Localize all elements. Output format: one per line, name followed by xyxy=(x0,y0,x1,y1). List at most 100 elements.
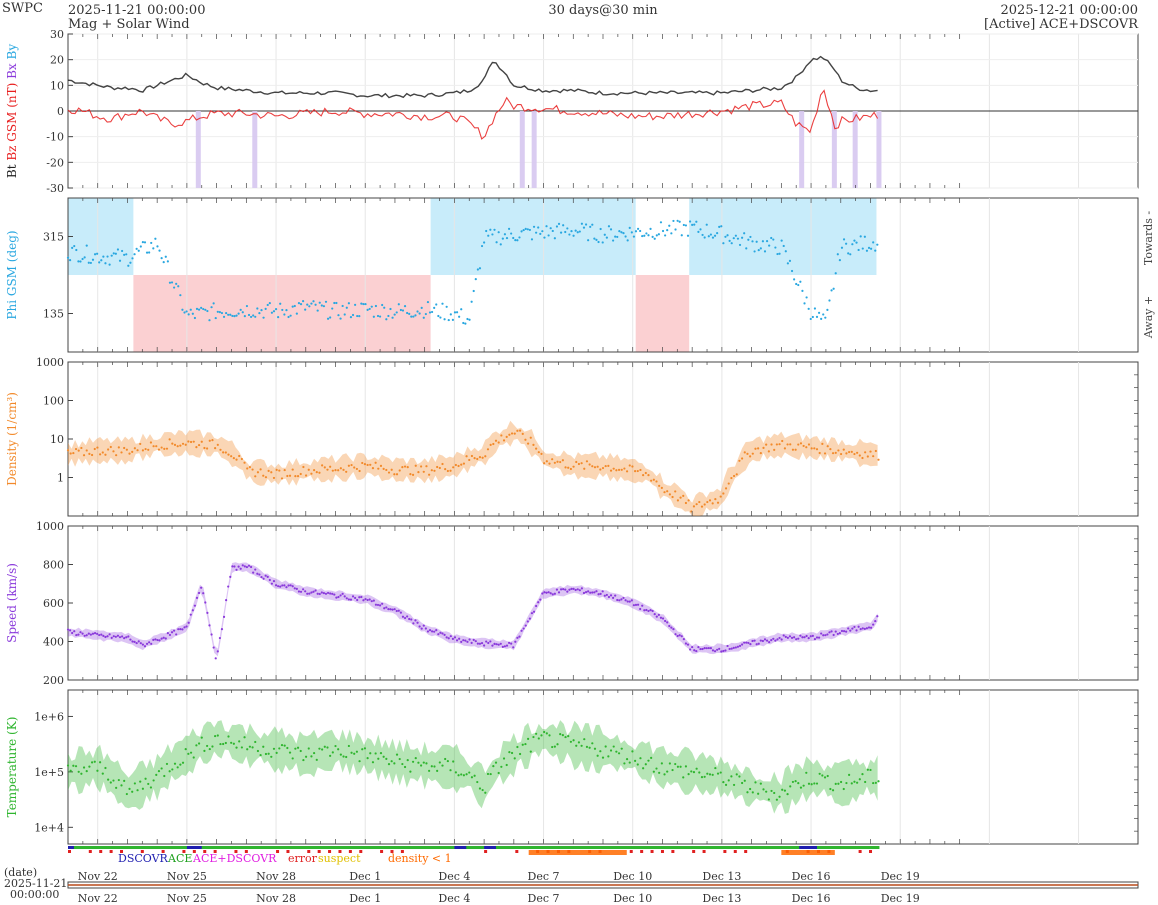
phi-point xyxy=(865,249,869,252)
phi-point xyxy=(187,313,190,316)
data-point xyxy=(644,471,647,475)
data-point xyxy=(716,501,720,504)
date-value: 2025-11-21 xyxy=(4,877,67,890)
data-point xyxy=(345,597,348,600)
phi-point xyxy=(664,234,667,237)
data-point xyxy=(343,595,346,598)
data-point xyxy=(574,588,577,592)
data-point xyxy=(283,468,286,472)
data-point xyxy=(691,645,694,649)
data-point xyxy=(747,641,750,645)
data-point xyxy=(599,468,602,471)
phi-point xyxy=(788,259,792,263)
data-point xyxy=(462,774,465,777)
data-point xyxy=(444,468,447,471)
flag-error xyxy=(515,850,519,853)
phi-point xyxy=(655,234,658,237)
phi-point xyxy=(686,234,690,237)
data-point xyxy=(422,470,425,473)
data-point xyxy=(476,780,479,784)
data-point xyxy=(751,639,754,643)
phi-point xyxy=(512,236,515,240)
data-point xyxy=(666,490,669,493)
phi-point xyxy=(670,232,673,235)
data-point xyxy=(749,643,752,646)
data-point xyxy=(528,617,531,620)
data-point xyxy=(561,733,564,737)
data-point xyxy=(310,472,313,475)
data-point xyxy=(197,591,201,595)
data-point xyxy=(233,565,236,568)
data-point xyxy=(272,580,276,583)
phi-point xyxy=(568,233,571,236)
phi-point xyxy=(705,223,708,226)
data-point xyxy=(577,741,581,744)
phi-point xyxy=(443,318,446,321)
data-point xyxy=(422,761,425,764)
data-point xyxy=(77,633,80,636)
data-point xyxy=(173,443,177,446)
data-point xyxy=(786,636,789,639)
data-point xyxy=(500,434,503,437)
legend-item-1: ACE xyxy=(167,852,192,865)
data-point xyxy=(630,599,633,602)
phi-point xyxy=(127,264,130,267)
data-point xyxy=(636,763,639,766)
data-point xyxy=(767,450,770,453)
phi-point xyxy=(439,316,442,319)
flag-error xyxy=(858,850,862,853)
data-point xyxy=(853,452,856,456)
data-point xyxy=(447,637,450,640)
data-point xyxy=(449,635,452,638)
data-point xyxy=(197,443,201,447)
phi-point xyxy=(312,300,315,303)
phi-point xyxy=(734,234,737,237)
data-point xyxy=(575,460,578,464)
data-point xyxy=(123,637,126,640)
data-point xyxy=(789,443,792,446)
data-point xyxy=(674,490,677,493)
data-point xyxy=(818,451,821,455)
phi-point xyxy=(545,225,548,228)
data-point xyxy=(614,594,617,597)
data-point xyxy=(241,564,244,567)
phi-point xyxy=(763,250,767,253)
data-point xyxy=(129,638,132,641)
phi-point xyxy=(96,252,99,255)
y-tick-label: 400 xyxy=(43,636,64,649)
data-point xyxy=(484,455,487,458)
data-point xyxy=(724,783,728,787)
data-point xyxy=(714,498,717,501)
data-point xyxy=(366,463,369,467)
phi-point xyxy=(279,302,282,305)
data-point xyxy=(688,648,692,651)
data-point xyxy=(864,780,867,784)
data-point xyxy=(341,592,344,595)
data-point xyxy=(863,627,866,631)
data-point xyxy=(604,464,607,468)
data-point xyxy=(358,760,361,763)
data-point xyxy=(483,644,486,647)
data-point xyxy=(366,598,369,602)
flag-error xyxy=(68,850,71,853)
data-point xyxy=(481,788,484,792)
phi-point xyxy=(283,313,286,316)
data-point xyxy=(219,742,222,746)
data-point xyxy=(540,452,543,455)
data-point xyxy=(277,585,280,588)
data-point xyxy=(730,476,733,480)
data-point xyxy=(518,635,521,638)
data-point xyxy=(555,588,559,591)
data-point xyxy=(291,585,294,588)
phi-point xyxy=(518,236,521,239)
data-point xyxy=(133,447,136,450)
flag-density xyxy=(528,850,627,855)
data-point xyxy=(417,471,420,474)
data-point xyxy=(799,442,803,445)
data-point xyxy=(757,792,760,795)
y-tick-label: 600 xyxy=(43,597,64,610)
data-point xyxy=(687,773,690,776)
data-point xyxy=(778,636,781,640)
data-point xyxy=(206,611,209,614)
